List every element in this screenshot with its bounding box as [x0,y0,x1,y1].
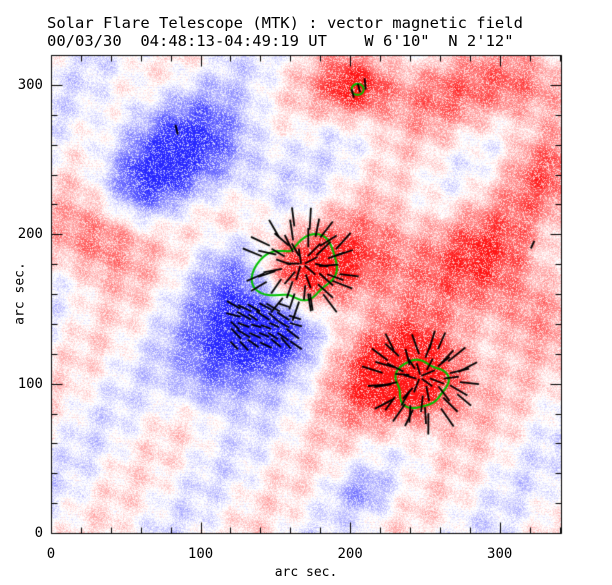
y-tick-label: 200 [17,226,43,243]
y-tick-label: 300 [17,76,43,93]
y-tick-label: 0 [34,525,43,541]
plot-title-line2: 00/03/30 04:48:13-04:49:19 UT W 6'10" N … [47,32,514,50]
x-tick-label: 100 [187,546,214,562]
x-axis-title: arc sec. [274,565,338,580]
x-tick-label: 300 [487,546,513,562]
x-tick-label: 200 [337,546,363,562]
x-tick-label: 0 [46,546,56,562]
plot-title-line1: Solar Flare Telescope (MTK) : vector mag… [47,14,523,32]
y-tick-label: 100 [17,375,43,392]
y-axis-title: arc sec. [12,262,28,325]
